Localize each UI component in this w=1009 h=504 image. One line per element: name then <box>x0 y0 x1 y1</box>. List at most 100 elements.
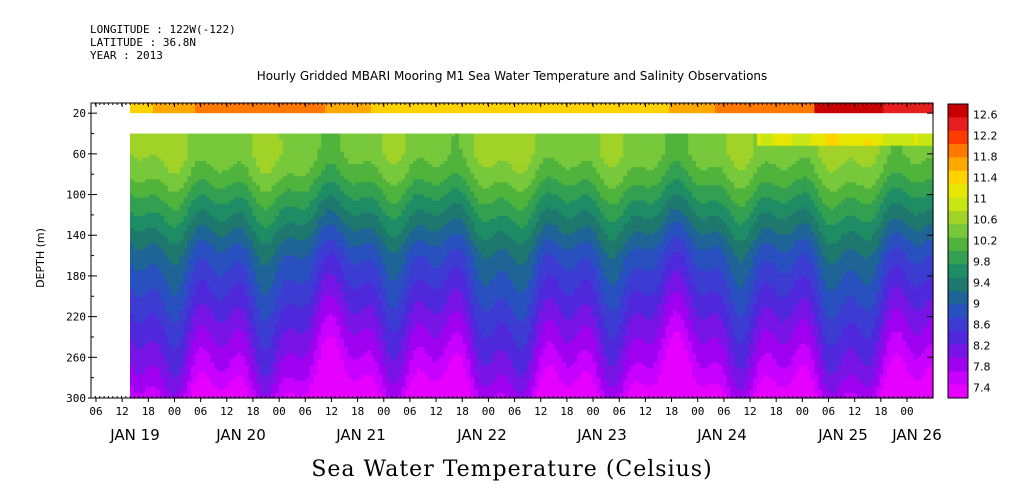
heatmap-cell <box>240 231 246 235</box>
heatmap-cell <box>332 273 338 278</box>
heatmap-cell <box>210 304 215 309</box>
heatmap-cell <box>263 249 269 254</box>
heatmap-cell <box>237 240 242 244</box>
heatmap-cell <box>198 341 204 345</box>
heatmap-cell <box>172 286 177 290</box>
heatmap-cell <box>260 206 265 211</box>
heatmap-cell <box>141 292 146 296</box>
heatmap-cell <box>198 151 204 156</box>
heatmap-cell <box>168 103 173 107</box>
heatmap-cell <box>172 179 177 183</box>
heatmap-cell <box>206 188 211 193</box>
heatmap-cell <box>145 148 150 153</box>
heatmap-cell <box>317 151 322 156</box>
heatmap-cell <box>130 313 135 318</box>
heatmap-cell <box>202 267 208 272</box>
heatmap-cell <box>130 301 135 306</box>
heatmap-cell <box>298 356 303 360</box>
heatmap-cell <box>256 325 261 330</box>
heatmap-cell <box>244 154 250 159</box>
heatmap-cell <box>202 377 208 382</box>
heatmap-cell <box>305 222 311 226</box>
heatmap-cell <box>244 200 250 205</box>
heatmap-cell <box>172 359 177 363</box>
heatmap-cell <box>191 234 196 238</box>
heatmap-cell <box>256 310 261 315</box>
heatmap-cell <box>313 331 318 336</box>
heatmap-cell <box>217 243 223 248</box>
heatmap-cell <box>225 280 231 284</box>
heatmap-cell <box>336 255 341 260</box>
heatmap-cell <box>256 380 261 385</box>
heatmap-cell <box>152 151 158 156</box>
heatmap-cell <box>183 203 188 208</box>
heatmap-cell <box>309 173 315 177</box>
heatmap-cell <box>175 228 181 232</box>
heatmap-cell <box>156 356 162 360</box>
heatmap-cell <box>260 267 265 272</box>
heatmap-cell <box>145 374 150 379</box>
heatmap-cell <box>279 139 284 144</box>
heatmap-cell <box>267 173 273 177</box>
heatmap-cell <box>179 212 185 217</box>
heatmap-cell <box>160 307 166 312</box>
heatmap-cell <box>256 292 261 296</box>
heatmap-cell <box>210 191 215 196</box>
heatmap-cell <box>256 179 261 183</box>
heatmap-cell <box>321 368 326 373</box>
heatmap-cell <box>172 313 177 318</box>
heatmap-cell <box>321 344 326 348</box>
heatmap-cell <box>217 106 223 110</box>
heatmap-cell <box>183 157 188 162</box>
heatmap-cell <box>298 139 303 144</box>
heatmap-cell <box>191 246 196 251</box>
heatmap-cell <box>309 154 315 159</box>
heatmap-cell <box>195 160 200 165</box>
heatmap-cell <box>263 341 269 345</box>
heatmap-cell <box>229 386 234 391</box>
heatmap-cell <box>328 179 334 183</box>
heatmap-cell <box>187 255 192 260</box>
heatmap-cell <box>317 103 322 107</box>
heatmap-cell <box>187 142 192 147</box>
heatmap-cell <box>152 109 158 113</box>
heatmap-cell <box>309 200 315 205</box>
heatmap-cell <box>214 154 219 159</box>
heatmap-cell <box>332 286 338 290</box>
heatmap-cell <box>183 286 188 290</box>
heatmap-cell <box>260 185 265 190</box>
heatmap-cell <box>206 179 211 183</box>
heatmap-cell <box>206 392 211 397</box>
heatmap-cell <box>210 365 215 370</box>
heatmap-cell <box>179 136 185 141</box>
heatmap-cell <box>130 304 135 309</box>
heatmap-cell <box>149 298 154 302</box>
heatmap-cell <box>313 212 318 217</box>
heatmap-cell <box>309 280 315 284</box>
heatmap-cell <box>195 286 200 290</box>
heatmap-cell <box>248 148 253 153</box>
heatmap-cell <box>145 383 150 388</box>
heatmap-cell <box>279 160 284 165</box>
heatmap-cell <box>206 377 211 382</box>
heatmap-cell <box>275 197 280 202</box>
heatmap-cell <box>275 109 280 113</box>
heatmap-cell <box>279 145 284 150</box>
heatmap-cell <box>217 237 223 241</box>
heatmap-cell <box>202 298 208 302</box>
heatmap-cell <box>233 286 238 290</box>
heatmap-cell <box>325 212 330 217</box>
heatmap-cell <box>168 222 173 226</box>
heatmap-cell <box>133 280 139 284</box>
heatmap-cell <box>332 334 338 339</box>
heatmap-cell <box>187 225 192 229</box>
heatmap-cell <box>175 200 181 205</box>
heatmap-cell <box>263 191 269 196</box>
heatmap-cell <box>305 145 311 150</box>
heatmap-cell <box>298 341 303 345</box>
heatmap-cell <box>263 276 269 281</box>
heatmap-cell <box>210 200 215 205</box>
heatmap-cell <box>332 240 338 244</box>
heatmap-cell <box>244 347 250 351</box>
heatmap-cell <box>210 176 215 180</box>
